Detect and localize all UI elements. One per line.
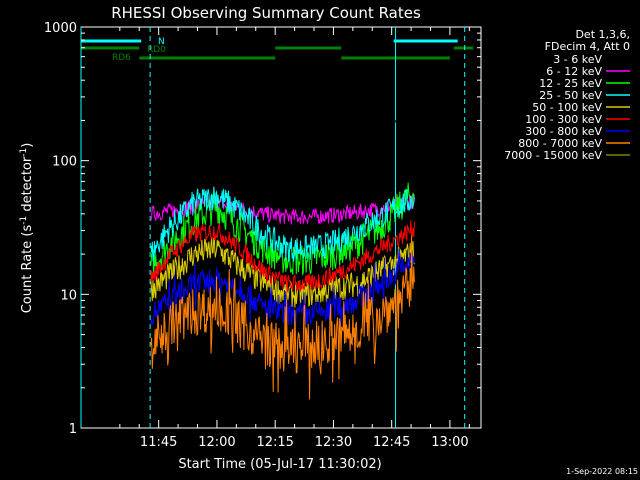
x-tick-label: 13:00: [431, 435, 468, 450]
y-tick-label: 1000: [44, 21, 77, 36]
legend-entry-label: 3 - 6 keV: [553, 53, 602, 66]
legend-entry-label: 6 - 12 keV: [546, 65, 602, 78]
series-line-2: [150, 182, 415, 278]
y-tick-label: 10: [60, 288, 77, 303]
legend-entry-label: 800 - 7000 keV: [518, 137, 602, 150]
y-axis-label: Count Rate (s-1 detector-1): [19, 143, 35, 314]
legend-entry-label: 300 - 800 keV: [525, 125, 602, 138]
series-line-0: [150, 113, 415, 125]
legend-entry-label: 50 - 100 keV: [532, 101, 602, 114]
series-line-5: [150, 220, 415, 293]
y-tick-label: 100: [52, 155, 77, 170]
x-axis-label: Start Time (05-Jul-17 11:30:02): [178, 457, 381, 472]
x-tick-label: 12:30: [315, 435, 352, 450]
series-line-6: [150, 248, 415, 328]
flag-label: RD0: [147, 45, 166, 55]
plot-frame: [80, 26, 482, 429]
x-tick-label: 11:45: [140, 435, 177, 450]
legend-entry-label: 25 - 50 keV: [539, 89, 602, 102]
flag-label: RD6: [112, 53, 131, 63]
legend-entry-label: 100 - 300 keV: [525, 113, 602, 126]
series-line-4: [150, 236, 415, 308]
series-line-7: [150, 235, 415, 400]
legend-entry-label: 7000 - 15000 keV: [504, 149, 602, 162]
legend-header: FDecim 4, Att 0: [545, 40, 630, 53]
x-tick-label: 12:45: [373, 435, 410, 450]
flag-label: N: [158, 37, 165, 47]
series-line-3: [150, 186, 415, 262]
y-tick-label: 1: [69, 422, 77, 437]
legend-header: Det 1,3,6,: [575, 28, 630, 41]
x-tick-label: 12:00: [198, 435, 235, 450]
x-tick-label: 12:15: [256, 435, 293, 450]
legend-entry-label: 12 - 25 keV: [539, 77, 602, 90]
chart-title: RHESSI Observing Summary Count Rates: [111, 4, 421, 22]
footer-timestamp: 1-Sep-2022 08:15: [566, 467, 638, 476]
